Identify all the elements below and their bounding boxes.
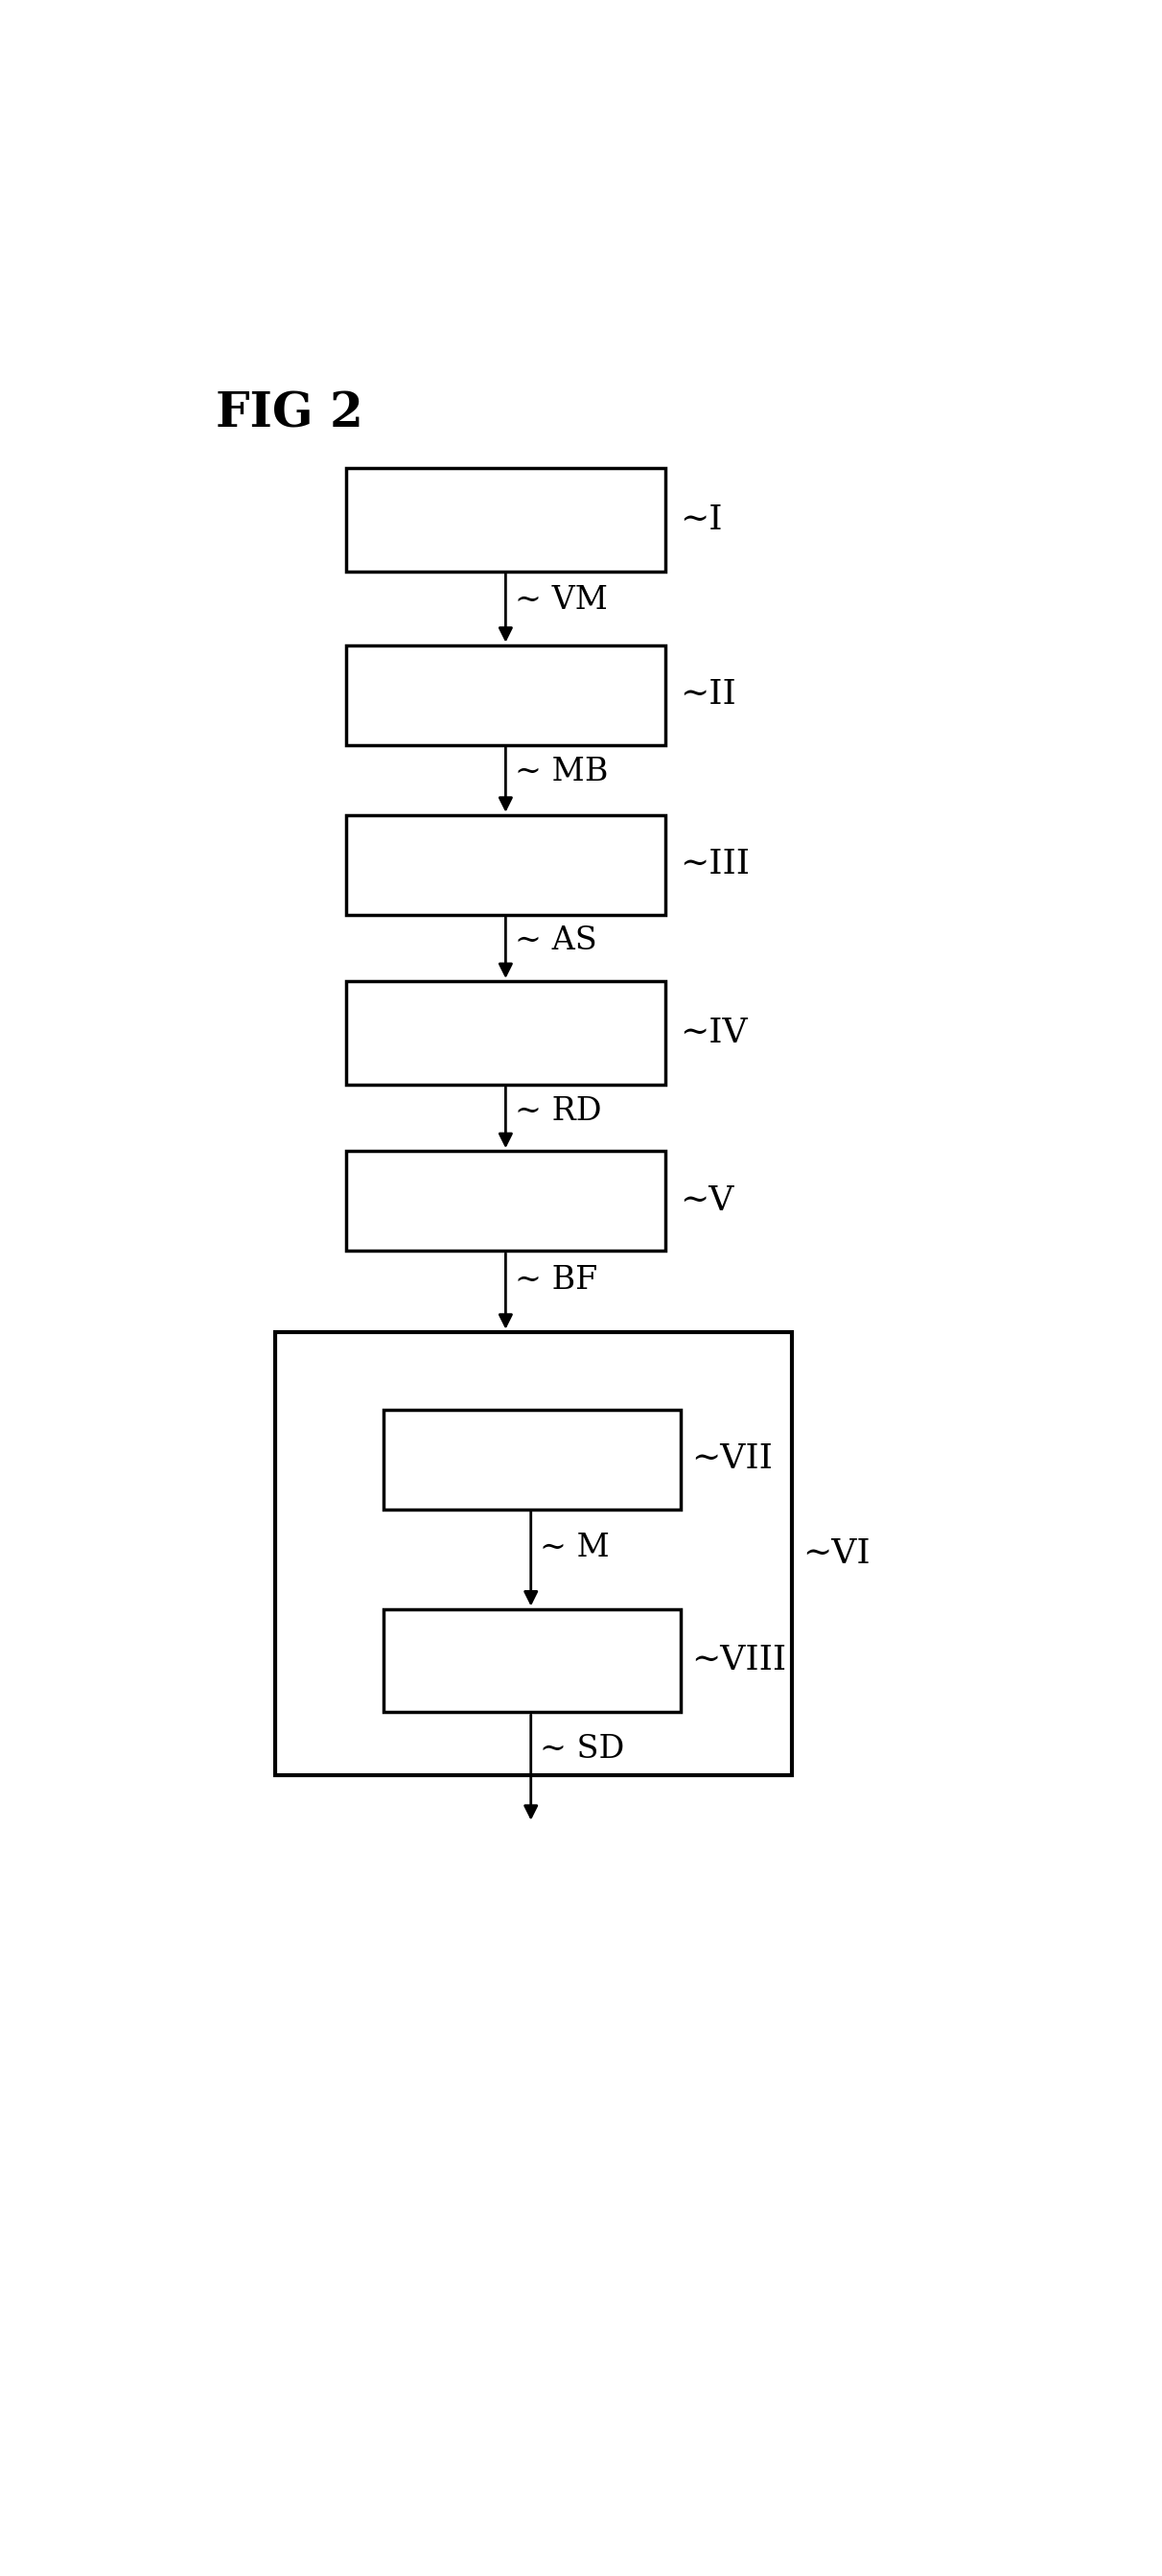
Text: ∼ RD: ∼ RD bbox=[515, 1095, 601, 1126]
Bar bbox=[346, 1151, 666, 1252]
Bar bbox=[383, 1610, 680, 1713]
Text: ∼ BF: ∼ BF bbox=[515, 1265, 597, 1296]
Text: ∼ AS: ∼ AS bbox=[515, 925, 597, 956]
Bar bbox=[275, 1332, 791, 1775]
Bar bbox=[346, 981, 666, 1084]
Text: FIG 2: FIG 2 bbox=[216, 392, 364, 438]
Text: ∼ VM: ∼ VM bbox=[515, 585, 608, 616]
Text: ∼ MB: ∼ MB bbox=[515, 757, 608, 788]
Bar bbox=[346, 814, 666, 914]
Text: ∼II: ∼II bbox=[680, 677, 737, 711]
Text: ∼III: ∼III bbox=[680, 848, 751, 881]
Text: ∼VII: ∼VII bbox=[691, 1443, 773, 1476]
Text: ∼I: ∼I bbox=[680, 502, 723, 536]
Text: ∼VI: ∼VI bbox=[803, 1538, 870, 1569]
Bar bbox=[346, 644, 666, 744]
Text: ∼IV: ∼IV bbox=[680, 1018, 748, 1048]
Text: ∼ SD: ∼ SD bbox=[540, 1734, 624, 1765]
Bar bbox=[383, 1409, 680, 1510]
Bar bbox=[346, 469, 666, 572]
Text: ∼ M: ∼ M bbox=[540, 1533, 610, 1564]
Text: ∼V: ∼V bbox=[680, 1185, 734, 1216]
Text: ∼VIII: ∼VIII bbox=[691, 1643, 787, 1677]
